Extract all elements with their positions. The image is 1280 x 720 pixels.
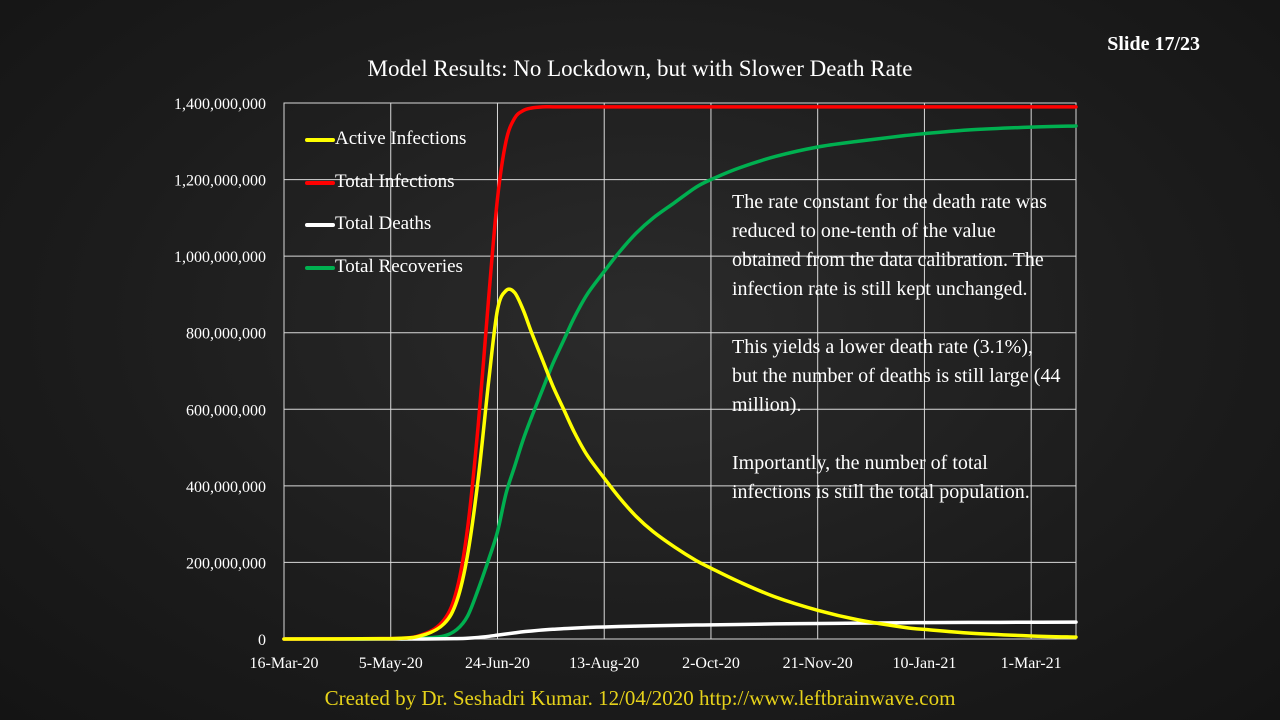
chart-title: Model Results: No Lockdown, but with Slo… xyxy=(367,56,913,81)
legend-swatch xyxy=(305,265,335,270)
series-line-active-infections xyxy=(282,287,1078,641)
legend-swatch xyxy=(305,223,335,227)
legend-label: Total Recoveries xyxy=(335,255,463,277)
plot-area-border xyxy=(283,102,1077,640)
slide-number: Slide 17/23 xyxy=(1107,33,1200,55)
x-tick-label: 10-Jan-21 xyxy=(892,655,956,672)
legend-swatch xyxy=(305,138,335,142)
y-tick-label: 1,400,000,000 xyxy=(174,96,266,113)
y-tick-label: 0 xyxy=(258,632,266,649)
x-tick-label: 5-May-20 xyxy=(359,655,423,672)
x-tick-label: 13-Aug-20 xyxy=(569,655,639,672)
legend-label: Total Deaths xyxy=(335,213,432,234)
legend-item-total-deaths: Total Deaths xyxy=(305,212,466,255)
y-tick-label: 400,000,000 xyxy=(186,479,266,496)
legend-label: Total Infections xyxy=(335,170,455,192)
y-tick-label: 200,000,000 xyxy=(186,555,266,572)
y-tick-label: 800,000,000 xyxy=(186,326,266,343)
x-tick-label: 24-Jun-20 xyxy=(465,655,530,672)
footer-credit: Created by Dr. Seshadri Kumar. 12/04/202… xyxy=(324,686,956,710)
x-tick-label: 21-Nov-20 xyxy=(783,655,853,672)
y-tick-label: 1,000,000,000 xyxy=(174,249,266,266)
annotation-paragraph: The rate constant for the death rate was… xyxy=(732,191,1047,300)
x-tick-label: 16-Mar-20 xyxy=(250,655,319,672)
y-tick-label: 1,200,000,000 xyxy=(174,173,266,190)
legend-item-total-infections: Total Infections xyxy=(305,170,466,213)
legend-label: Active Infections xyxy=(335,128,467,149)
legend-item-total-recoveries: Total Recoveries xyxy=(305,255,466,298)
x-tick-label: 2-Oct-20 xyxy=(682,655,740,672)
x-tick-label: 1-Mar-21 xyxy=(1001,655,1062,672)
legend-swatch xyxy=(305,180,335,185)
series-line-total-recoveries xyxy=(282,124,1078,641)
legend-item-active-infections: Active Infections xyxy=(305,127,466,170)
chart-legend: Active Infections Total Infections Total… xyxy=(305,127,466,297)
series-line-total-infections xyxy=(282,104,1078,641)
annotation-text: The rate constant for the death rate was… xyxy=(732,188,1062,536)
annotation-paragraph: This yields a lower death rate (3.1%), b… xyxy=(732,336,1061,416)
y-tick-label: 600,000,000 xyxy=(186,402,266,419)
annotation-paragraph: Importantly, the number of total infecti… xyxy=(732,452,1030,503)
series-line-total-deaths xyxy=(282,620,1078,641)
